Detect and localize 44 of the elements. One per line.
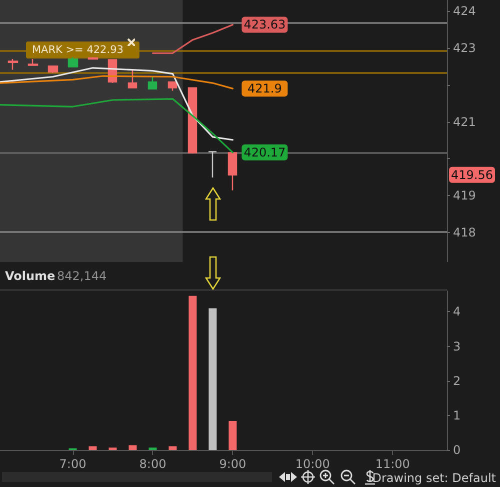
candlestick bbox=[48, 65, 58, 74]
line-series bbox=[0, 67, 234, 141]
x-tick-label: 9:00 bbox=[219, 457, 246, 471]
x-tick-label: 7:00 bbox=[59, 457, 86, 471]
x-tick-label: 10:00 bbox=[295, 457, 330, 471]
candlestick bbox=[228, 152, 238, 192]
bar bbox=[188, 296, 197, 450]
x-tick-label: 8:00 bbox=[139, 457, 166, 471]
bar bbox=[208, 308, 217, 450]
y-tick-label: 1 bbox=[453, 408, 461, 422]
text: 419.56 bbox=[451, 168, 493, 182]
candlestick bbox=[28, 58, 38, 66]
y-tick-label: 419 bbox=[453, 188, 476, 203]
y-tick-label: 2 bbox=[453, 374, 461, 388]
candlestick bbox=[8, 58, 18, 70]
y-tick-label: 424 bbox=[453, 4, 476, 18]
line-series bbox=[152, 24, 234, 54]
data-label: 423.63 bbox=[244, 18, 286, 32]
bar bbox=[168, 446, 177, 450]
candlestick bbox=[208, 151, 218, 178]
data-label: 421.9 bbox=[248, 82, 282, 96]
bar bbox=[88, 446, 97, 450]
text: Drawing set: Default bbox=[372, 471, 496, 485]
bar bbox=[128, 445, 137, 450]
line-series bbox=[0, 98, 234, 154]
y-tick-label: 423 bbox=[453, 40, 476, 55]
y-tick-label: 418 bbox=[453, 225, 476, 240]
y-tick-label: 0 bbox=[453, 443, 461, 457]
candlestick bbox=[128, 68, 138, 88]
candlestick bbox=[148, 75, 158, 90]
bar bbox=[228, 420, 237, 450]
text: 842,144 bbox=[57, 269, 107, 283]
ref-line-label: MARK >= 422.93 bbox=[32, 44, 124, 56]
x-tick-label: 11:00 bbox=[375, 457, 410, 471]
line-series bbox=[0, 75, 234, 90]
candlestick bbox=[168, 81, 178, 92]
candlestick bbox=[188, 87, 198, 154]
y-tick-label: 421 bbox=[453, 114, 476, 129]
candlestick bbox=[68, 56, 78, 68]
text: Volume bbox=[5, 269, 56, 283]
y-tick-label: 3 bbox=[453, 339, 461, 354]
y-tick-label: 4 bbox=[453, 304, 461, 319]
data-label: 420.17 bbox=[244, 145, 286, 160]
candlestick bbox=[88, 56, 98, 60]
